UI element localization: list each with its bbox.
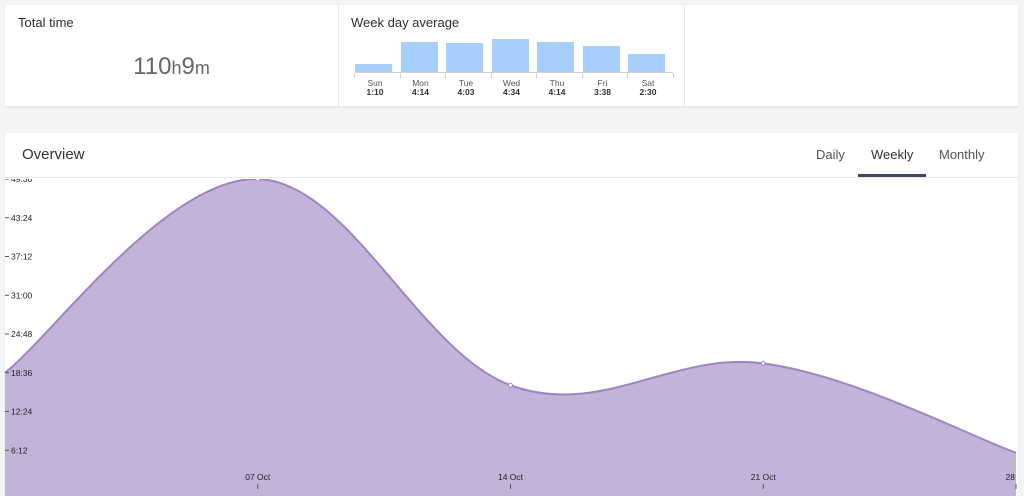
weekday-axis-tick (354, 73, 355, 78)
y-axis-tick-label: 24:48 (11, 329, 33, 339)
weekday-axis-tick (490, 73, 492, 78)
total-time-value: 110h9m (5, 53, 338, 81)
header-divider (5, 177, 1018, 178)
weekday-day-label: Sun (367, 78, 383, 88)
weekday-axis-tick (399, 73, 401, 78)
week-day-average-chart: Sun 1:10 Mon 4:14 Tue 4:03 Wed 4:34 Thu 4:14 Fri 3:… (352, 35, 674, 103)
total-minutes: 9 (181, 53, 195, 80)
weekday-column-thu: Thu 4:14 (534, 35, 580, 103)
weekday-column-sat: Sat 2:30 (625, 35, 671, 103)
hours-unit: h (171, 58, 182, 78)
y-axis-tick-label: 18:36 (11, 368, 33, 378)
weekday-average-value: 4:03 (457, 87, 475, 97)
summary-card: Total time 110h9m Week day average Sun 1:… (5, 5, 1018, 106)
x-axis-tick-label: 28 (1006, 472, 1016, 482)
weekday-day-label: Tue (458, 78, 474, 88)
y-axis-tick-label: 37:12 (11, 252, 33, 262)
weekday-bar (582, 45, 620, 72)
weekday-axis-tick (672, 73, 674, 78)
overview-area-chart: 6:12 12:24 18:36 24:48 31:00 37:12 43:24 49:36 0… (5, 179, 1017, 496)
data-point[interactable] (760, 360, 766, 366)
total-hours: 110 (133, 53, 172, 80)
weekday-column-mon: Mon 4:14 (398, 35, 444, 103)
weekday-bar (446, 42, 483, 72)
x-axis-tick-label: 07 Oct (245, 472, 271, 482)
weekday-bar (491, 39, 529, 72)
weekday-axis-tick (581, 73, 583, 78)
weekday-column-fri: Fri 3:38 (580, 35, 626, 103)
series-line (5, 179, 1017, 454)
weekday-day-label: Wed (502, 78, 521, 88)
overview-card: Overview Daily Weekly Monthly 6:12 12:24 1… (5, 133, 1018, 496)
weekday-average-value: 4:14 (548, 87, 566, 97)
week-day-average-panel: Week day average Sun 1:10 Mon 4:14 Tue 4:03 We… (338, 5, 685, 106)
y-axis-tick-label: 49:36 (11, 179, 33, 184)
weekday-axis-tick (536, 73, 537, 78)
total-time-label: Total time (18, 15, 74, 30)
overview-title: Overview (22, 146, 85, 163)
series-area (5, 179, 1016, 496)
weekday-day-label: Mon (412, 78, 429, 88)
weekday-day-label: Fri (597, 78, 608, 88)
weekday-average-value: 1:10 (366, 87, 384, 97)
y-axis-tick-label: 6:12 (11, 445, 28, 455)
weekday-day-label: Sat (641, 78, 655, 88)
weekday-average-value: 4:14 (411, 87, 429, 97)
y-axis-tick-label: 31:00 (11, 290, 33, 300)
weekday-bar (628, 54, 665, 72)
weekday-column-wed: Wed 4:34 (489, 35, 535, 103)
data-point[interactable] (508, 382, 513, 388)
active-tab-indicator (858, 174, 926, 177)
weekday-axis-tick (445, 73, 446, 78)
tab-weekly[interactable]: Weekly (871, 147, 914, 162)
weekday-axis-tick (627, 73, 628, 78)
x-axis-tick-label: 14 Oct (498, 472, 524, 482)
weekday-column-sun: Sun 1:10 (352, 35, 398, 103)
weekday-average-value: 2:30 (639, 87, 657, 97)
weekday-bar (400, 41, 438, 72)
weekday-baseline (355, 72, 673, 73)
weekday-column-tue: Tue 4:03 (443, 35, 489, 103)
empty-panel (685, 5, 1018, 106)
y-axis-tick-label: 43:24 (11, 213, 33, 223)
total-time-panel: Total time 110h9m (5, 5, 339, 106)
data-point[interactable] (255, 179, 261, 182)
y-axis-tick-label: 12:24 (11, 407, 33, 417)
weekday-day-label: Thu (549, 78, 565, 88)
week-day-average-label: Week day average (351, 15, 460, 30)
tab-monthly[interactable]: Monthly (939, 147, 985, 162)
weekday-bar (355, 63, 392, 72)
weekday-bar (537, 41, 574, 72)
weekday-average-value: 3:38 (593, 87, 611, 97)
weekday-average-value: 4:34 (502, 87, 520, 97)
minutes-unit: m (194, 58, 210, 78)
tab-daily[interactable]: Daily (816, 147, 845, 162)
x-axis-tick-label: 21 Oct (751, 472, 777, 482)
